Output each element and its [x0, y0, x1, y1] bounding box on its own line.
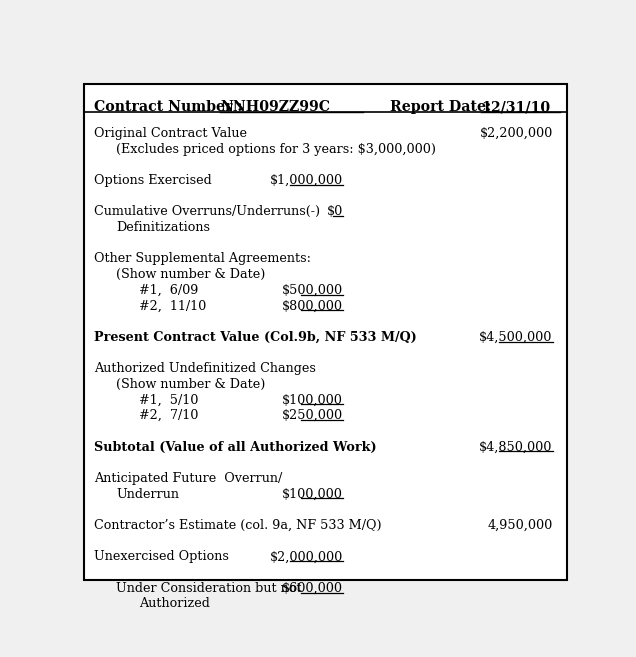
Text: (Show number & Date): (Show number & Date) [116, 378, 266, 391]
Text: Cumulative Overruns/Underruns(-): Cumulative Overruns/Underruns(-) [94, 205, 321, 218]
Text: $100,000: $100,000 [282, 394, 343, 407]
Text: $0: $0 [327, 205, 343, 218]
Text: $4,500,000: $4,500,000 [480, 330, 553, 344]
Text: $100,000: $100,000 [282, 487, 343, 501]
Text: Authorized: Authorized [139, 597, 209, 610]
Text: Options Exercised: Options Exercised [94, 174, 212, 187]
Text: 4,950,000: 4,950,000 [487, 519, 553, 532]
Text: $600,000: $600,000 [282, 581, 343, 595]
Text: 12/31/10: 12/31/10 [481, 100, 550, 114]
Text: Original Contract Value: Original Contract Value [94, 127, 247, 140]
Text: $1,000,000: $1,000,000 [270, 174, 343, 187]
Text: Definitizations: Definitizations [116, 221, 211, 234]
Text: (Excludes priced options for 3 years: $3,000,000): (Excludes priced options for 3 years: $3… [116, 143, 436, 156]
Text: Under Consideration but not: Under Consideration but not [116, 581, 302, 595]
FancyBboxPatch shape [85, 84, 567, 579]
Text: Contractor’s Estimate (col. 9a, NF 533 M/Q): Contractor’s Estimate (col. 9a, NF 533 M… [94, 519, 382, 532]
Text: #1,  5/10: #1, 5/10 [139, 394, 198, 407]
Text: #1,  6/09: #1, 6/09 [139, 284, 198, 297]
Text: Other Supplemental Agreements:: Other Supplemental Agreements: [94, 252, 311, 265]
Text: #2,  11/10: #2, 11/10 [139, 300, 206, 313]
Text: Unexercised Options: Unexercised Options [94, 551, 229, 563]
Text: Present Contract Value (Col.9b, NF 533 M/Q): Present Contract Value (Col.9b, NF 533 M… [94, 330, 417, 344]
Text: $500,000: $500,000 [282, 284, 343, 297]
Text: $4,850,000: $4,850,000 [480, 441, 553, 453]
Text: Anticipated Future  Overrun/: Anticipated Future Overrun/ [94, 472, 282, 485]
Text: #2,  7/10: #2, 7/10 [139, 409, 198, 422]
Text: Contract Number :: Contract Number : [94, 100, 252, 114]
Text: (Show number & Date): (Show number & Date) [116, 268, 266, 281]
Text: Report Date:: Report Date: [390, 100, 491, 114]
Text: Authorized Undefinitized Changes: Authorized Undefinitized Changes [94, 362, 316, 375]
Text: Underrun: Underrun [116, 487, 179, 501]
Text: NNH09ZZ99C: NNH09ZZ99C [220, 100, 330, 114]
Text: Subtotal (Value of all Authorized Work): Subtotal (Value of all Authorized Work) [94, 441, 377, 453]
Text: $800,000: $800,000 [282, 300, 343, 313]
Text: $250,000: $250,000 [282, 409, 343, 422]
Text: $2,200,000: $2,200,000 [480, 127, 553, 140]
Text: $2,000,000: $2,000,000 [270, 551, 343, 563]
